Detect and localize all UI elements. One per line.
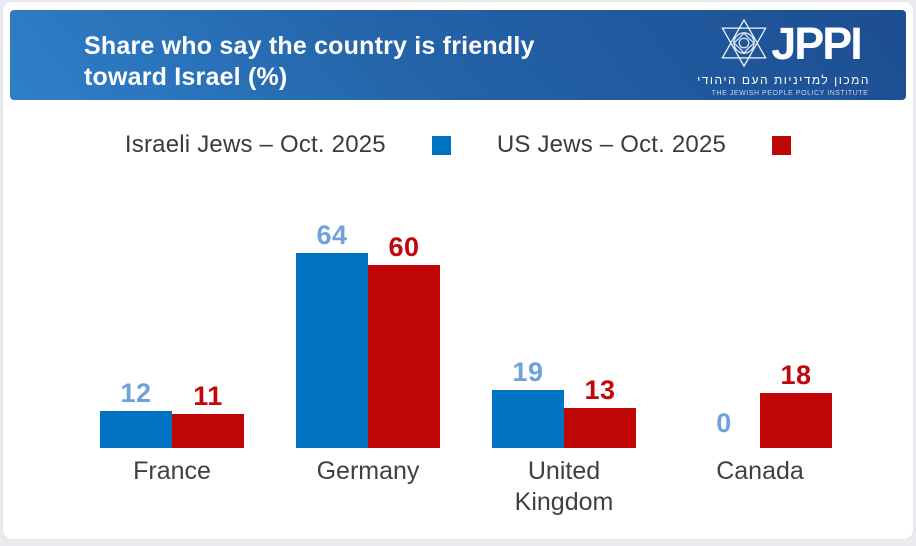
jppi-subtitle: THE JEWISH PEOPLE POLICY INSTITUTE [711, 90, 869, 97]
bar-france-israeli-jews-oct-2025 [100, 411, 172, 448]
legend-label-us-jews: US Jews – Oct. 2025 [496, 131, 727, 158]
bar-france-us-jews-oct-2025 [172, 414, 244, 448]
chart-title: Share who say the country is friendly to… [84, 31, 535, 93]
bar-canada-us-jews-oct-2025 [760, 393, 832, 448]
value-label-united-kingdom-us-jews-oct-2025: 13 [584, 375, 616, 405]
legend-item-us-jews: US Jews – Oct. 2025 [496, 131, 792, 159]
legend-item-israeli-jews: Israeli Jews – Oct. 2025 [125, 131, 451, 159]
legend-swatch-red [772, 135, 792, 155]
category-label-united-kingdom: United Kingdom [514, 457, 614, 516]
value-label-france-israeli-jews-oct-2025: 12 [120, 378, 152, 408]
bar-united-kingdom-israeli-jews-oct-2025 [492, 390, 564, 448]
value-label-germany-us-jews-oct-2025: 60 [388, 232, 420, 262]
chart-title-line-2: toward Israel (%) [84, 63, 288, 91]
legend-label-israeli-jews: Israeli Jews – Oct. 2025 [124, 131, 386, 158]
jppi-hebrew-name: המכון למדיניות העם היהודי [697, 73, 870, 87]
jppi-logo-row: JPPI [710, 16, 870, 70]
chart-title-line-1: Share who say the country is friendly [84, 32, 535, 60]
legend: Israeli Jews – Oct. 2025 US Jews – Oct. … [0, 131, 916, 159]
bar-united-kingdom-us-jews-oct-2025 [564, 408, 636, 448]
jppi-acronym: JPPI [771, 17, 863, 69]
category-label-canada: Canada [716, 457, 804, 485]
value-label-united-kingdom-israeli-jews-oct-2025: 19 [512, 357, 544, 387]
value-label-germany-israeli-jews-oct-2025: 64 [316, 220, 348, 250]
legend-swatch-blue [431, 135, 451, 155]
bar-germany-us-jews-oct-2025 [368, 265, 440, 448]
star-of-david-icon [721, 18, 767, 68]
category-label-germany: Germany [316, 457, 420, 485]
bar-chart: 12 11 France 64 60 Germany 19 13 United Kingdom 0… [0, 170, 916, 516]
value-label-france-us-jews-oct-2025: 11 [193, 381, 223, 411]
value-label-canada-us-jews-oct-2025: 18 [780, 360, 812, 390]
header-banner: Share who say the country is friendly to… [10, 10, 906, 100]
value-label-canada-israeli-jews-oct-2025: 0 [716, 408, 732, 438]
category-label-france: France [133, 457, 211, 485]
jppi-logo: JPPI המכון למדיניות העם היהודי THE JEWIS… [697, 16, 870, 97]
bar-germany-israeli-jews-oct-2025 [296, 253, 368, 448]
